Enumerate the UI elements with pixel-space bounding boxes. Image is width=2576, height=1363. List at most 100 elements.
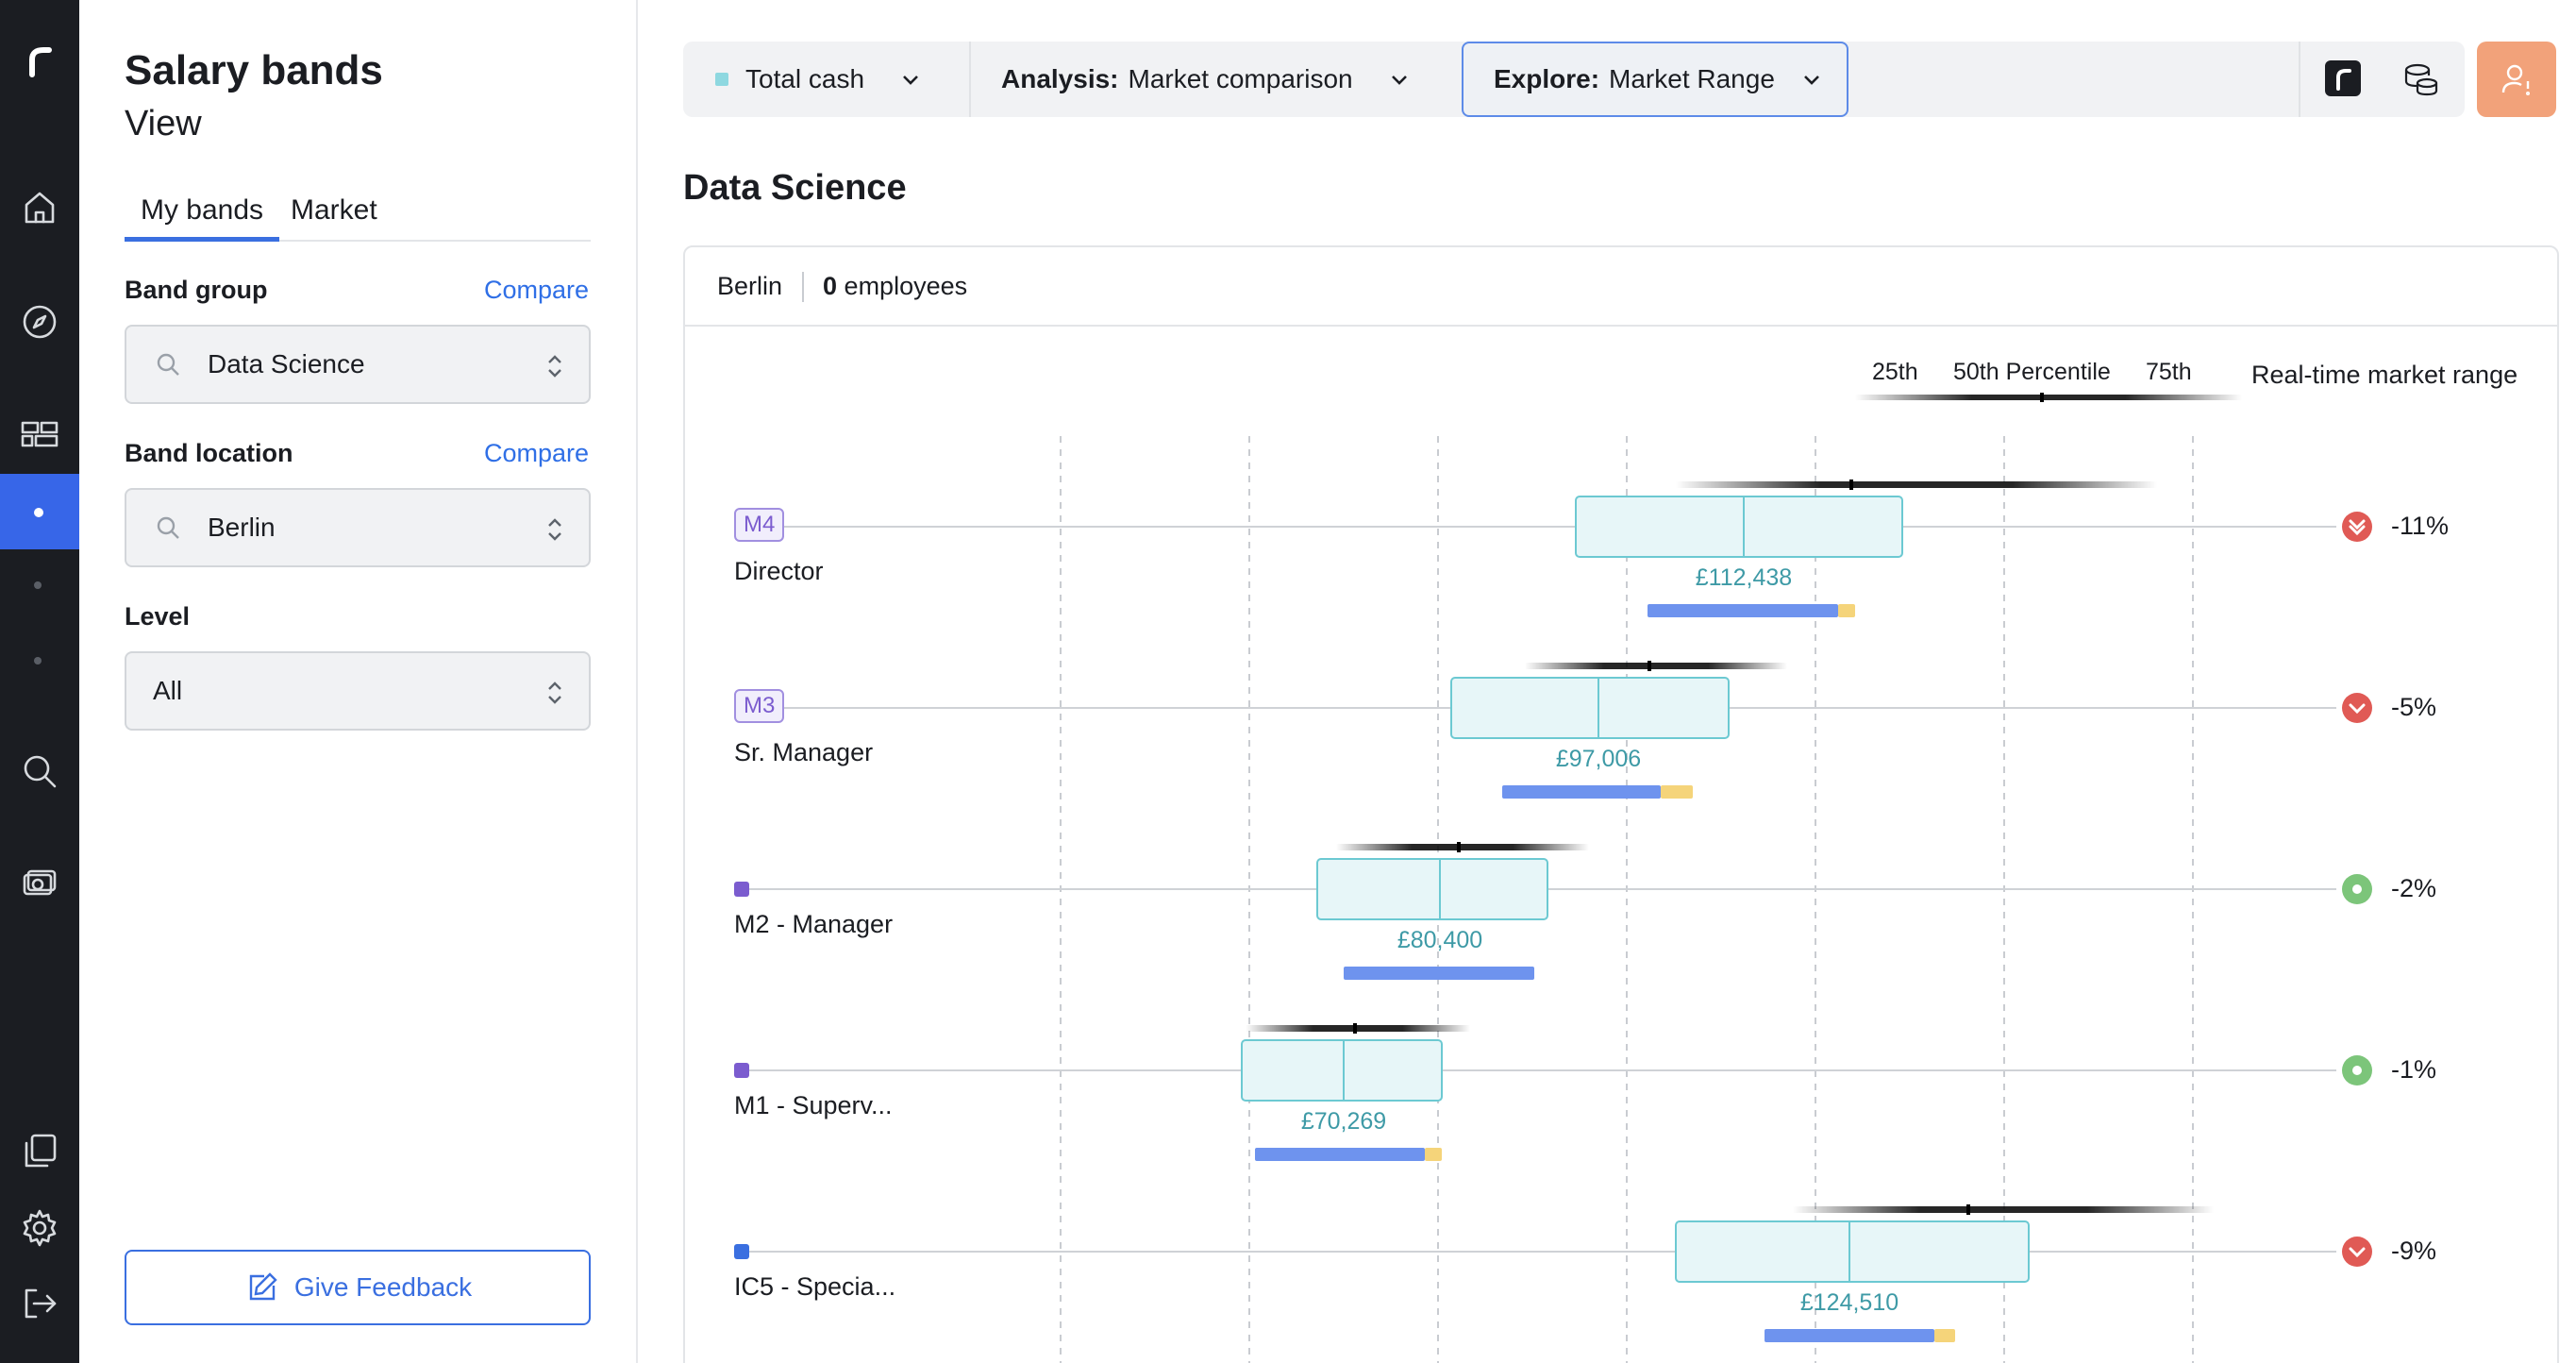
market-median-tick — [1648, 661, 1651, 671]
user-icon — [2501, 64, 2531, 96]
median-label: £80,400 — [1397, 927, 1482, 953]
change-percent: -5% — [2391, 693, 2437, 721]
level-name: IC5 - Specia... — [734, 1272, 896, 1301]
level-dot — [734, 882, 749, 897]
logout-icon[interactable] — [0, 1270, 79, 1337]
legend-median-tick — [2040, 393, 2044, 402]
analysis-key: Analysis: — [1001, 64, 1119, 93]
band-group-value: Data Science — [208, 349, 365, 379]
chevron-updown-icon — [545, 514, 564, 545]
cash-icon[interactable] — [0, 848, 79, 914]
documents-icon[interactable] — [0, 1118, 79, 1184]
market-range-bar — [1336, 844, 1589, 850]
rail-dot[interactable] — [34, 657, 42, 665]
explore-value: Market Range — [1609, 64, 1775, 93]
level-dot — [734, 1244, 749, 1259]
chevron-down-icon — [1799, 67, 1824, 92]
chevron-down-icon — [2342, 693, 2372, 723]
analysis-dropdown[interactable]: Analysis: Market comparison — [971, 42, 1462, 117]
distribution-bar-overflow — [1838, 604, 1855, 617]
band-group-select[interactable]: Data Science — [125, 325, 591, 404]
user-avatar[interactable] — [2477, 42, 2556, 117]
rail-item-active[interactable] — [0, 474, 79, 549]
status-ok-dot — [2352, 1066, 2362, 1075]
market-range-bar — [1525, 663, 1787, 669]
legend-p75: 75th — [2146, 359, 2192, 385]
level-name: M1 - Superv... — [734, 1091, 893, 1119]
band-location-label: Band location — [125, 439, 293, 467]
median-label: £97,006 — [1556, 746, 1641, 772]
market-range-bar — [1246, 1025, 1470, 1032]
bands-card: Berlin 0 employees 25th 50th Percentile … — [683, 245, 2559, 1363]
band-group-compare-link[interactable]: Compare — [483, 276, 589, 304]
distribution-bar-overflow — [1934, 1329, 1955, 1342]
nav-rail — [0, 0, 79, 1363]
status-chevron — [2349, 519, 2366, 536]
band-box — [1241, 1039, 1443, 1102]
change-percent: -1% — [2391, 1055, 2437, 1084]
metric-color-swatch — [715, 73, 728, 86]
status-chevron — [2349, 703, 2366, 715]
status-ok-dot — [2352, 884, 2362, 894]
market-median-tick — [1353, 1023, 1357, 1034]
status-chevron — [2349, 1247, 2366, 1258]
band-tabs: My bands Market — [125, 189, 591, 242]
median-label: £70,269 — [1301, 1108, 1386, 1135]
metric-label: Total cash — [745, 64, 865, 93]
employee-count: 0 employees — [823, 272, 967, 301]
band-location-value: Berlin — [208, 513, 276, 542]
market-median-tick — [1849, 480, 1853, 490]
band-location-compare-link[interactable]: Compare — [483, 439, 589, 467]
bands-icon[interactable] — [0, 401, 79, 467]
rail-dot[interactable] — [34, 581, 42, 589]
band-box — [1450, 677, 1730, 739]
level-label: Level — [125, 602, 191, 631]
card-location: Berlin — [717, 272, 783, 300]
change-percent: -2% — [2391, 874, 2437, 902]
compass-icon[interactable] — [0, 289, 79, 355]
edit-icon — [249, 1272, 277, 1301]
distribution-bar-overflow — [1425, 1148, 1442, 1161]
card-header: Berlin 0 employees — [685, 247, 2557, 327]
tab-market[interactable]: Market — [291, 194, 377, 226]
employee-count-label: employees — [844, 272, 968, 300]
home-icon[interactable] — [0, 174, 79, 240]
employee-count-value: 0 — [823, 272, 838, 300]
toolbar: Total cash Analysis: Market comparison E… — [683, 42, 2465, 117]
change-percent: -11% — [2391, 512, 2450, 540]
band-group-label: Band group — [125, 276, 268, 304]
brand-logo-icon[interactable] — [2325, 60, 2361, 96]
search-icon — [155, 514, 181, 541]
level-dot — [734, 1063, 749, 1078]
explore-dropdown[interactable]: Explore: Market Range — [1462, 42, 1848, 117]
level-name: Sr. Manager — [734, 738, 874, 766]
chevron-updown-icon — [545, 678, 564, 708]
panel-subtitle: View — [125, 104, 202, 143]
legend-p50: 50th Percentile — [1953, 359, 2111, 385]
median-label: £124,510 — [1800, 1289, 1899, 1316]
side-panel: Salary bands View My bands Market Band g… — [79, 0, 638, 1363]
give-feedback-button[interactable]: Give Feedback — [125, 1250, 591, 1325]
legend-p25: 25th — [1872, 359, 1918, 385]
card-divider — [802, 272, 804, 302]
level-badge: M3 — [734, 689, 785, 723]
active-dot — [34, 508, 43, 517]
give-feedback-label: Give Feedback — [293, 1272, 473, 1302]
distribution-bar-overflow — [1661, 785, 1693, 799]
level-badge: M4 — [734, 508, 785, 542]
level-select[interactable]: All — [125, 651, 591, 731]
distribution-bar — [1255, 1148, 1425, 1161]
market-range-bar — [1676, 481, 2157, 488]
coins-icon[interactable] — [2400, 59, 2442, 100]
change-percent: -9% — [2391, 1237, 2437, 1265]
search-icon[interactable] — [0, 738, 79, 804]
metric-dropdown[interactable]: Total cash — [683, 42, 971, 117]
realtime-range-label: Real-time market range — [2251, 361, 2518, 389]
gear-icon[interactable] — [0, 1195, 79, 1261]
logo-icon[interactable] — [0, 28, 79, 94]
analysis-value: Market comparison — [1128, 64, 1353, 93]
distribution-bar — [1344, 967, 1534, 980]
distribution-bar — [1502, 785, 1661, 799]
tab-my-bands[interactable]: My bands — [125, 194, 279, 242]
band-location-select[interactable]: Berlin — [125, 488, 591, 567]
